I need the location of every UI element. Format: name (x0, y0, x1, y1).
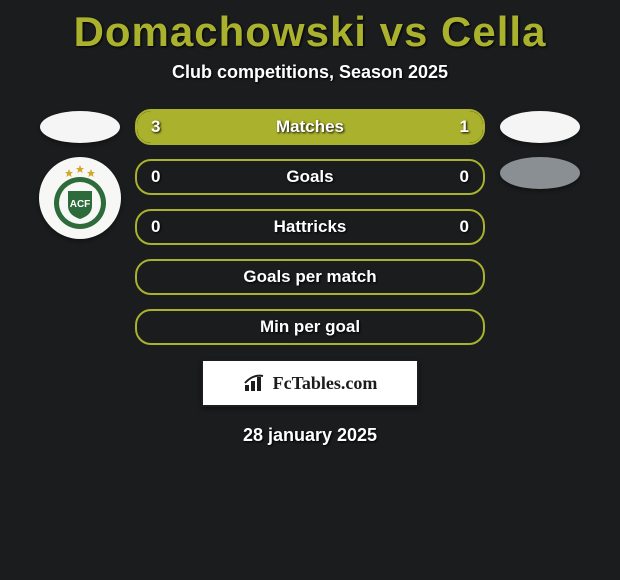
comparison-area: ACF 31Matches 00Goals 00Hattricks Goals per… (0, 109, 620, 345)
right-flag-icon (500, 111, 580, 143)
title-left: Domachowski (74, 8, 367, 55)
source-badge: FcTables.com (201, 359, 419, 407)
stat-label: Matches (137, 117, 483, 137)
svg-text:ACF: ACF (70, 199, 91, 210)
title-right: Cella (441, 8, 546, 55)
stat-label: Hattricks (137, 217, 483, 237)
left-player-column: ACF (25, 109, 135, 345)
chapecoense-shield-icon: ACF (39, 157, 121, 239)
stat-bar-matches: 31Matches (135, 109, 485, 145)
date-text: 28 january 2025 (0, 425, 620, 446)
badge-text: FcTables.com (273, 373, 378, 394)
left-club-crest-icon: ACF (39, 157, 121, 239)
left-flag-icon (40, 111, 120, 143)
stat-label: Goals (137, 167, 483, 187)
page-title: Domachowski vs Cella (0, 0, 620, 56)
subtitle: Club competitions, Season 2025 (0, 62, 620, 83)
stat-bar-min-per-goal: Min per goal (135, 309, 485, 345)
stat-bar-goals-per-match: Goals per match (135, 259, 485, 295)
right-player-column (485, 109, 595, 345)
bars-logo-icon (243, 372, 269, 394)
stat-label: Min per goal (137, 317, 483, 337)
right-track-icon (500, 157, 580, 189)
stat-bar-goals: 00Goals (135, 159, 485, 195)
crest-stars-icon (65, 165, 95, 177)
stat-bar-hattricks: 00Hattricks (135, 209, 485, 245)
stat-label: Goals per match (137, 267, 483, 287)
title-vs: vs (380, 8, 429, 55)
stat-bars: 31Matches 00Goals 00Hattricks Goals per mat… (135, 109, 485, 345)
